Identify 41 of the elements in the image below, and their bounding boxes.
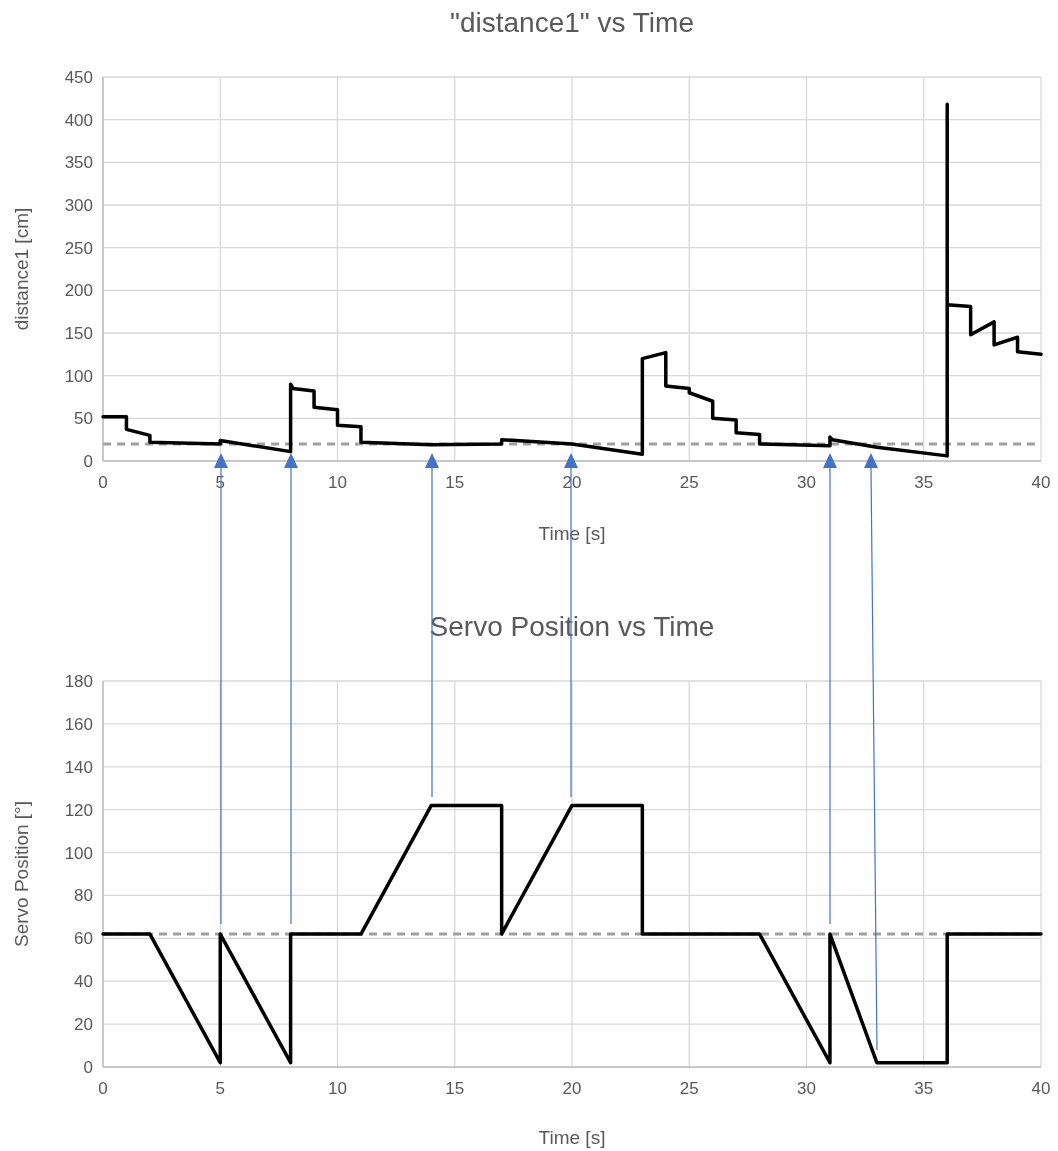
y-axis-title: distance1 [cm] bbox=[11, 207, 32, 331]
y-tick-label: 180 bbox=[64, 671, 93, 691]
y-tick-label: 80 bbox=[74, 886, 93, 906]
x-tick-label: 35 bbox=[914, 473, 934, 492]
y-tick-label: 350 bbox=[64, 153, 93, 173]
y-axis-title: Servo Position [°] bbox=[11, 801, 32, 947]
y-tick-label: 0 bbox=[83, 451, 93, 471]
x-tick-label: 0 bbox=[98, 1079, 108, 1098]
y-tick-label: 40 bbox=[74, 972, 93, 992]
y-tick-label: 140 bbox=[64, 757, 93, 777]
y-tick-label: 60 bbox=[74, 929, 93, 949]
y-tick-label: 100 bbox=[64, 843, 93, 863]
line-series bbox=[101, 102, 1043, 458]
x-tick-label: 35 bbox=[914, 1079, 934, 1098]
x-tick-label: 10 bbox=[328, 1079, 347, 1098]
x-tick-label: 10 bbox=[328, 473, 347, 492]
y-tick-label: 20 bbox=[74, 1015, 93, 1035]
x-tick-label: 25 bbox=[679, 1079, 699, 1098]
x-tick-label: 40 bbox=[1031, 1079, 1051, 1098]
x-tick-label: 30 bbox=[797, 1079, 816, 1098]
x-axis-title: Time [s] bbox=[538, 1127, 606, 1148]
y-tick-label: 300 bbox=[64, 195, 93, 215]
chart-title: "distance1" vs Time bbox=[450, 7, 694, 38]
y-tick-label: 200 bbox=[64, 281, 93, 301]
x-tick-label: 5 bbox=[215, 1079, 225, 1098]
y-tick-label: 250 bbox=[64, 238, 93, 258]
x-tick-label: 25 bbox=[679, 473, 699, 492]
x-tick-label: 0 bbox=[98, 473, 108, 492]
x-tick-label: 20 bbox=[562, 1079, 582, 1098]
y-tick-label: 120 bbox=[64, 800, 93, 820]
y-tick-label: 160 bbox=[64, 714, 93, 734]
x-tick-label: 30 bbox=[797, 473, 816, 492]
x-tick-label: 15 bbox=[445, 473, 465, 492]
x-tick-label: 40 bbox=[1031, 473, 1051, 492]
y-tick-label: 100 bbox=[64, 366, 93, 386]
y-tick-label: 150 bbox=[64, 323, 93, 343]
y-tick-label: 50 bbox=[74, 409, 93, 429]
y-tick-label: 450 bbox=[64, 67, 93, 87]
x-tick-label: 15 bbox=[445, 1079, 465, 1098]
y-tick-label: 400 bbox=[64, 110, 93, 130]
y-tick-label: 0 bbox=[83, 1057, 93, 1077]
